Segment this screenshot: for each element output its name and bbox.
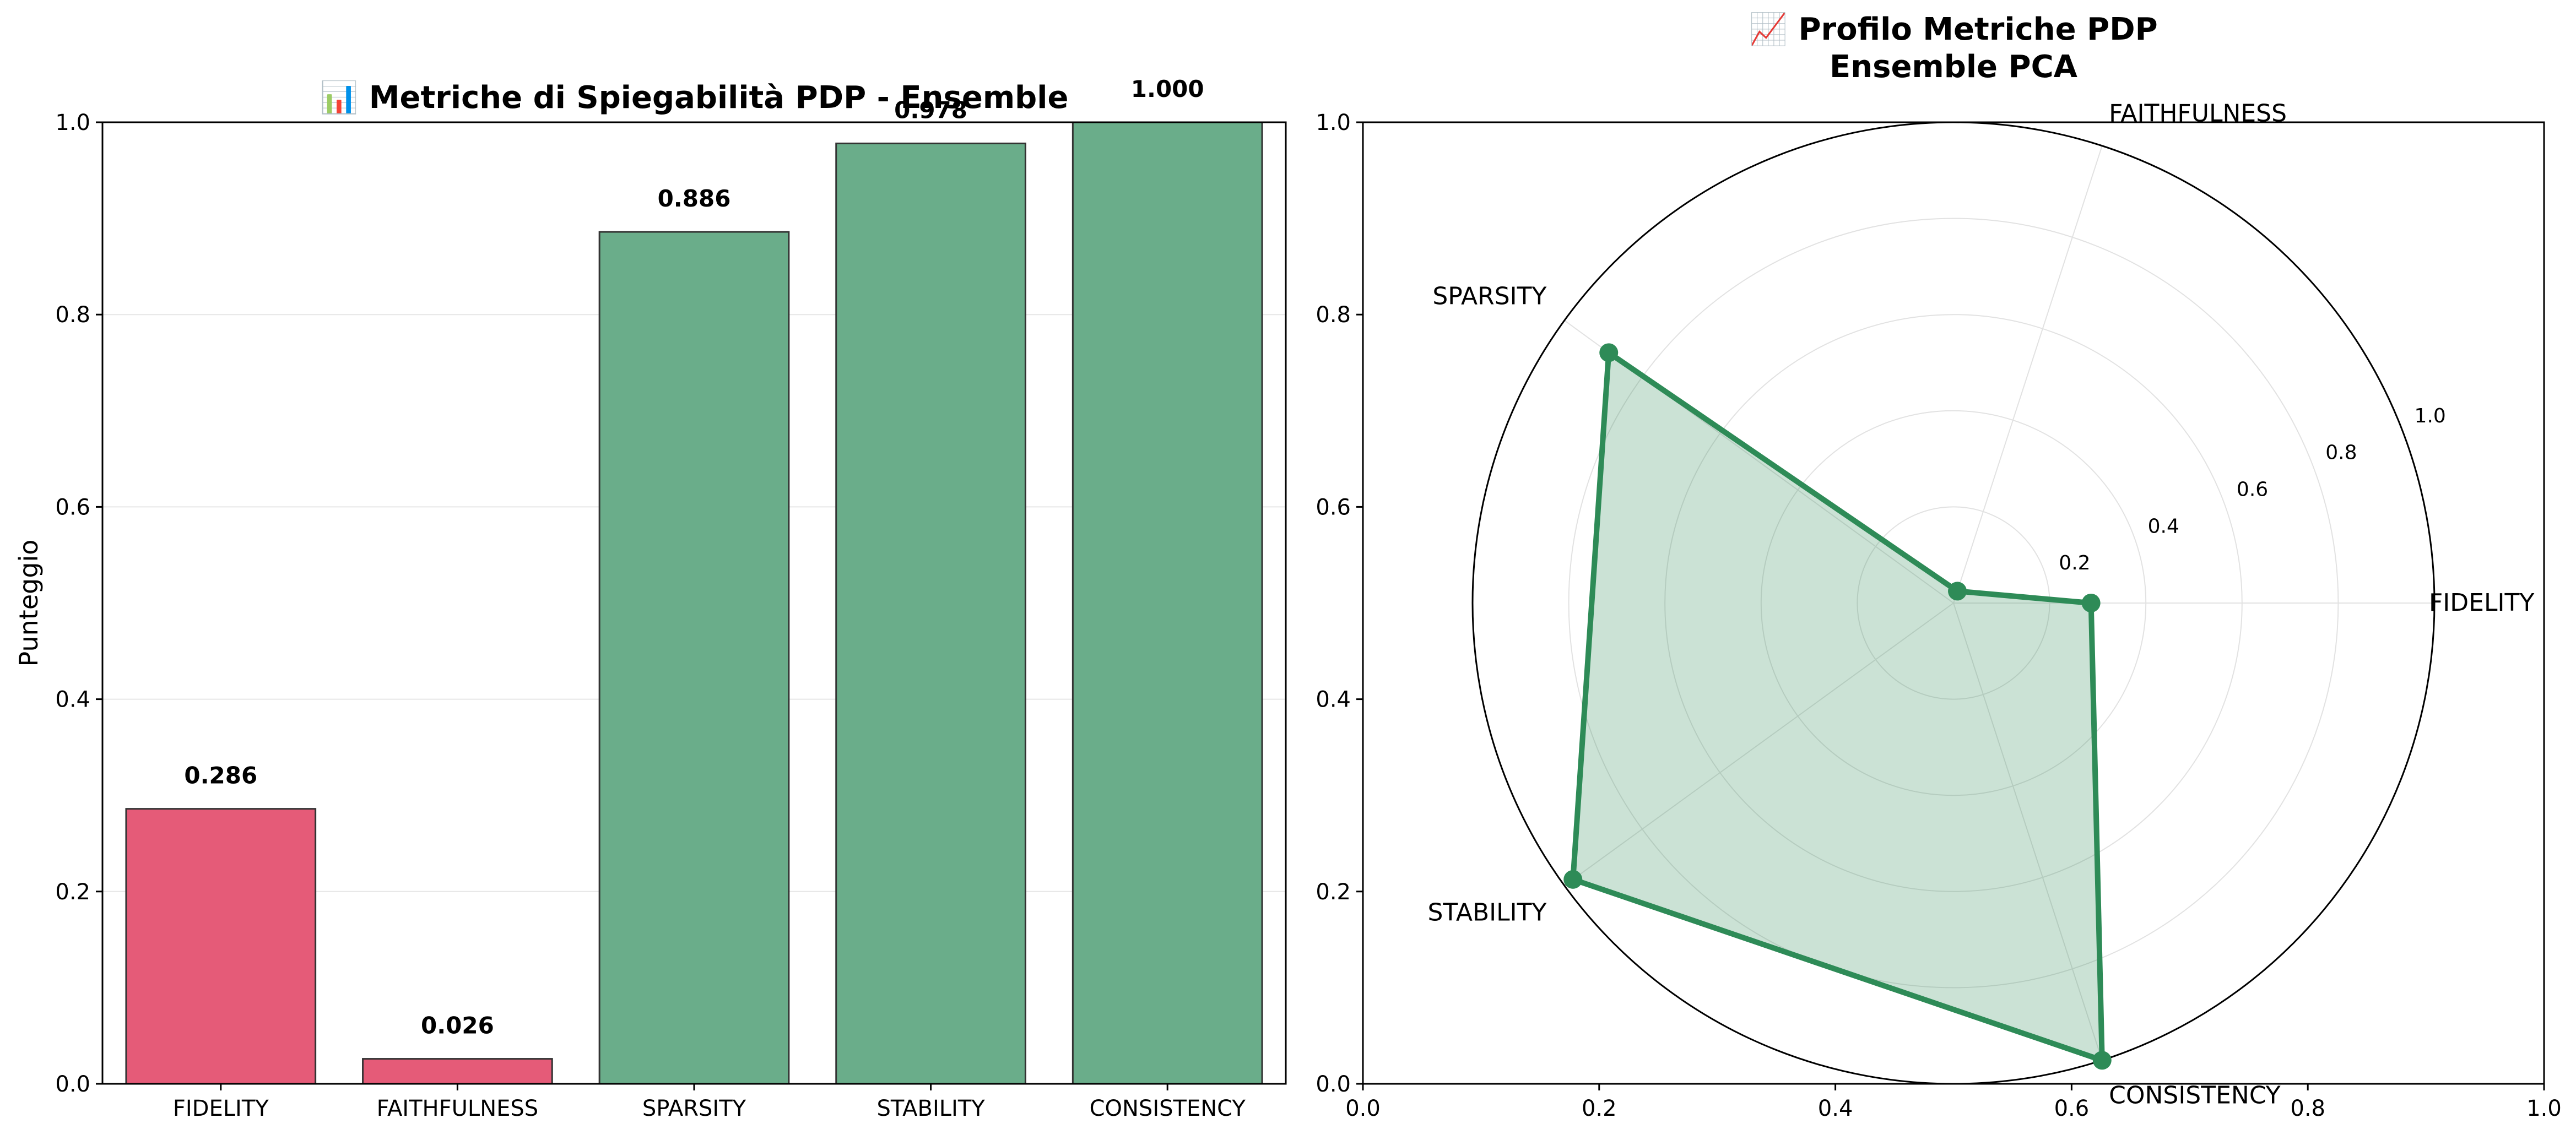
radar-r-tick-label: 0.2 [2059, 552, 2090, 574]
radar-axis-label-fidelity: FIDELITY [2429, 589, 2534, 617]
radar-r-tick-label: 0.6 [2237, 479, 2268, 501]
radar-axis-label-consistency: CONSISTENCY [2109, 1081, 2281, 1109]
radar-area [1573, 352, 2102, 1061]
bar-x-tick-label: SPARSITY [642, 1096, 746, 1121]
bar-y-tick-label: 1.0 [55, 110, 90, 135]
bar-x-tick-label: FAITHFULNESS [377, 1096, 539, 1121]
radar-bg-y-tick-label: 0.8 [1316, 302, 1351, 328]
bar-y-tick-label: 0.4 [55, 687, 90, 713]
radar-r-tick-label: 0.4 [2148, 515, 2179, 538]
radar-chart-title-line-1: 📈 Profilo Metriche PDP [1749, 12, 2157, 47]
radar-point-fidelity [2081, 594, 2101, 612]
radar-bg-y-tick-label: 0.2 [1316, 880, 1351, 905]
radar-axis-label-sparsity: SPARSITY [1432, 282, 1546, 310]
radar-point-sparsity [1599, 343, 1619, 362]
radar-bg-x-tick-label: 1.0 [2526, 1096, 2562, 1121]
radar-spoke [1953, 602, 2103, 1061]
radar-axis-label-faithfulness: FAITHFULNESS [2109, 100, 2287, 128]
radar-line [1570, 350, 2105, 1063]
bar-x-tick-label: STABILITY [876, 1096, 985, 1121]
radar-bg-x-tick-label: 0.4 [1818, 1096, 1853, 1121]
radar-r-tick-label: 1.0 [2415, 405, 2446, 427]
radar-spoke [1564, 602, 1954, 886]
radar-outer-ring [1471, 121, 2436, 1085]
bar-value-label: 0.286 [184, 762, 257, 789]
radar-axis-labels: FIDELITY FAITHFULNESS SPARSITY STABILITY CON… [1427, 100, 2534, 1110]
radar-r-ticks: 0.2 0.4 0.6 0.8 1.0 [2059, 405, 2446, 574]
bar-chart-title: 📊 Metriche di Spiegabilità PDP - Ensembl… [320, 80, 1069, 116]
radar-point-faithfulness [1948, 582, 1967, 601]
radar-bg-x-tick-label: 0.6 [2054, 1096, 2090, 1121]
bar-consistency [1071, 121, 1263, 1085]
radar-chart-title-line-2: Ensemble PCA [1830, 49, 2078, 85]
radar-bg-y-tick-label: 0.4 [1316, 687, 1351, 713]
radar-bg-x-tick-label: 0.8 [2290, 1096, 2325, 1121]
bar-stability [835, 142, 1026, 1085]
radar-point-stability [1563, 870, 1583, 889]
bar-y-tick-label: 0.6 [55, 495, 90, 520]
bar-chart: 0.0 0.2 0.4 0.6 0.8 1.0 FIDELITY FAITHFULNESS S… [14, 75, 1287, 1121]
bar-y-tick-label: 0.2 [55, 880, 90, 905]
radar-grid [1471, 121, 2436, 1085]
radar-axis-label-stability: STABILITY [1427, 899, 1546, 927]
radar-bg-y-tick-label: 0.6 [1316, 495, 1351, 520]
radar-bg-y-tick-label: 0.0 [1316, 1072, 1351, 1097]
bar-value-label: 1.000 [1131, 75, 1204, 102]
radar-series [1563, 343, 2112, 1070]
bar-y-axis-label: Punteggio [14, 540, 44, 667]
bar-sparsity [598, 231, 790, 1085]
bar-x-tick-label: CONSISTENCY [1090, 1096, 1246, 1121]
radar-r-tick-label: 0.8 [2325, 442, 2357, 464]
bar-y-tick-label: 0.8 [55, 302, 90, 328]
bar-value-labels: 0.286 0.026 0.886 0.978 1.000 [184, 75, 1204, 1039]
bar-y-axis: 0.0 0.2 0.4 0.6 0.8 1.0 [55, 110, 102, 1097]
bar-x-tick-label: FIDELITY [173, 1096, 269, 1121]
bar-value-label: 0.026 [421, 1012, 494, 1039]
bar-value-label: 0.978 [894, 96, 967, 123]
radar-chart: 0.00.0 0.2 0.2 0.4 0.4 0.6 0.6 0.8 0.8 1.0 1.0 0.2… [1316, 12, 2561, 1121]
radar-bg-x-tick-label: 0.2 [1582, 1096, 1617, 1121]
radar-bg-y-tick-label: 1.0 [1316, 110, 1351, 135]
bar-faithfulness [362, 1058, 553, 1085]
bar-x-axis: FIDELITY FAITHFULNESS SPARSITY STABILITY CON… [173, 1084, 1246, 1121]
bar-value-label: 0.886 [658, 185, 731, 212]
bar-y-tick-label: 0.0 [55, 1072, 90, 1097]
radar-point-consistency [2092, 1051, 2112, 1070]
bar-series [125, 121, 1263, 1085]
bar-fidelity [125, 808, 317, 1085]
radar-spoke [1953, 145, 2103, 604]
radar-bg-x-tick-label: 0.0 [1345, 1096, 1381, 1121]
